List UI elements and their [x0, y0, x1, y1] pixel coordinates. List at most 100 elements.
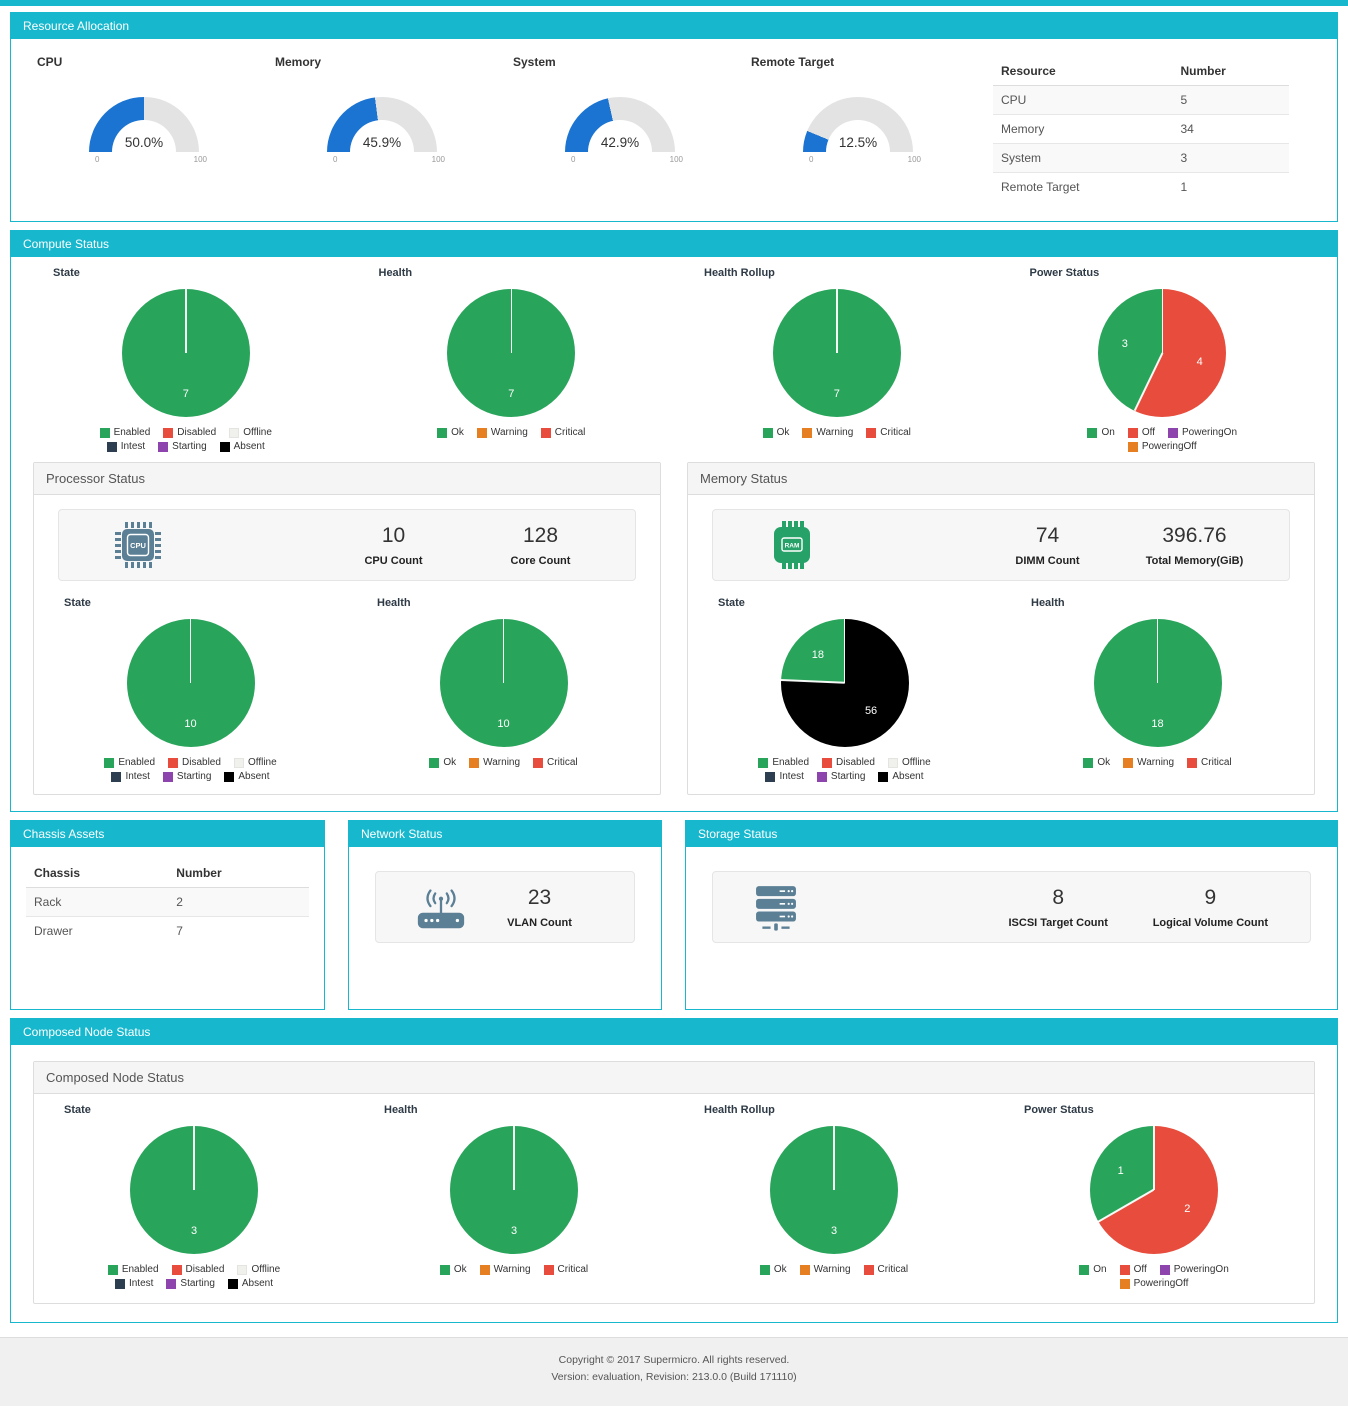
legend-item-starting[interactable]: Starting: [162, 771, 211, 782]
legend-item-critical[interactable]: Critical: [866, 427, 911, 438]
legend-swatch: [224, 771, 235, 782]
legend-swatch: [479, 1264, 490, 1275]
pie-chart-title: State: [64, 1104, 91, 1116]
legend-label: Critical: [557, 1264, 589, 1275]
legend-item-ok[interactable]: Ok: [762, 427, 789, 438]
pie-chart[interactable]: 7: [772, 289, 901, 417]
legend-item-warning[interactable]: Warning: [476, 427, 528, 438]
legend-label: Off: [1141, 427, 1155, 438]
pie-chart[interactable]: 3: [450, 1126, 578, 1254]
legend-label: Critical: [1201, 757, 1232, 768]
pie-chart-title: State: [53, 267, 80, 279]
legend-item-critical[interactable]: Critical: [533, 757, 578, 768]
gauge-chart[interactable]: 45.9% 0 100: [317, 97, 447, 207]
stat-block: 10 CPU Count: [341, 524, 446, 567]
legend-item-disabled[interactable]: Disabled: [163, 427, 216, 438]
legend-item-ok[interactable]: Ok: [439, 1264, 467, 1275]
pie-chart[interactable]: 7: [121, 289, 250, 417]
legend-item-enabled[interactable]: Enabled: [107, 1264, 159, 1275]
legend-item-on[interactable]: On: [1079, 1264, 1107, 1275]
table-header-row: Chassis Number: [26, 859, 309, 888]
legend-item-starting[interactable]: Starting: [166, 1278, 215, 1289]
legend-item-offline[interactable]: Offline: [229, 427, 272, 438]
legend-item-disabled[interactable]: Disabled: [822, 757, 875, 768]
legend-item-off[interactable]: Off: [1127, 427, 1155, 438]
stat-value: 9: [1204, 885, 1217, 909]
pie-chart[interactable]: 10: [439, 619, 568, 747]
legend-item-starting[interactable]: Starting: [816, 771, 865, 782]
legend-label: Enabled: [772, 757, 810, 768]
stat-block: 396.76 Total Memory(GiB): [1142, 524, 1247, 567]
gauge-hole: [588, 120, 652, 184]
assets-row: Chassis Assets Chassis Number Rack 2 Drawer 7…: [10, 820, 1338, 1018]
legend-item-ok[interactable]: Ok: [759, 1264, 787, 1275]
legend-item-offline[interactable]: Offline: [233, 757, 277, 768]
legend-item-poweringoff[interactable]: PoweringOff: [1119, 1278, 1188, 1289]
legend-item-intest[interactable]: Intest: [111, 771, 150, 782]
chassis-table-wrap: Chassis Number Rack 2 Drawer 7: [26, 859, 309, 945]
pie-chart-column: State 3 Enabled Disabled Offline Intest Starti…: [34, 1102, 354, 1289]
legend-item-ok[interactable]: Ok: [429, 757, 456, 768]
legend-swatch: [1079, 1264, 1090, 1275]
legend-item-warning[interactable]: Warning: [799, 1264, 851, 1275]
legend-swatch: [166, 1278, 177, 1289]
legend-item-intest[interactable]: Intest: [765, 771, 804, 782]
legend-item-critical[interactable]: Critical: [1187, 757, 1232, 768]
pie-chart[interactable]: 7: [447, 289, 576, 417]
legend-label: Off: [1133, 1264, 1147, 1275]
legend-item-intest[interactable]: Intest: [114, 1278, 153, 1289]
pie-chart-column: Health 3 Ok Warning Critical: [354, 1102, 674, 1289]
legend-item-critical[interactable]: Critical: [540, 427, 585, 438]
pie-chart[interactable]: 3: [770, 1126, 898, 1254]
legend-swatch: [229, 427, 240, 438]
legend-item-offline[interactable]: Offline: [887, 757, 931, 768]
legend-item-critical[interactable]: Critical: [543, 1264, 589, 1275]
pie-slice-divider: [1133, 352, 1163, 411]
legend-item-warning[interactable]: Warning: [479, 1264, 531, 1275]
gauge-chart[interactable]: 42.9% 0 100: [555, 97, 685, 207]
pie-chart[interactable]: 10: [126, 619, 255, 747]
pie-chart-column: State 7 Enabled Disabled Offline Intest Starti…: [23, 265, 349, 452]
legend-item-offline[interactable]: Offline: [237, 1264, 280, 1275]
gauge-value: 50.0%: [124, 135, 164, 150]
storage-status-panel: Storage Status: [685, 820, 1338, 1010]
legend-item-warning[interactable]: Warning: [1123, 757, 1174, 768]
legend-item-critical[interactable]: Critical: [863, 1264, 908, 1275]
legend-item-absent[interactable]: Absent: [878, 771, 924, 782]
legend-label: Enabled: [113, 427, 151, 438]
pie-legend: Enabled Disabled Offline Intest Starting Abse…: [23, 427, 349, 452]
legend-row: Enabled Disabled Offline: [107, 1264, 280, 1275]
legend-swatch: [887, 757, 898, 768]
legend-item-poweringon[interactable]: PoweringOn: [1167, 427, 1237, 438]
legend-item-absent[interactable]: Absent: [224, 771, 270, 782]
legend-item-absent[interactable]: Absent: [227, 1278, 273, 1289]
legend-item-on[interactable]: On: [1087, 427, 1115, 438]
legend-item-ok[interactable]: Ok: [1083, 757, 1110, 768]
pie-chart[interactable]: 56 18: [780, 619, 909, 747]
legend-item-disabled[interactable]: Disabled: [171, 1264, 224, 1275]
legend-row: Ok Warning Critical: [439, 1264, 589, 1275]
pie-chart[interactable]: 3: [130, 1126, 258, 1254]
legend-item-enabled[interactable]: Enabled: [99, 427, 151, 438]
legend-item-off[interactable]: Off: [1119, 1264, 1147, 1275]
legend-item-warning[interactable]: Warning: [469, 757, 520, 768]
legend-item-intest[interactable]: Intest: [106, 441, 145, 452]
legend-item-enabled[interactable]: Enabled: [758, 757, 809, 768]
legend-item-ok[interactable]: Ok: [437, 427, 464, 438]
gauge-chart[interactable]: 50.0% 0 100: [79, 97, 209, 207]
pie-chart[interactable]: 18: [1093, 619, 1222, 747]
legend-item-enabled[interactable]: Enabled: [104, 757, 155, 768]
gauge-max-label: 100: [193, 155, 207, 164]
compute-status-title: Compute Status: [11, 231, 1337, 257]
legend-item-disabled[interactable]: Disabled: [168, 757, 221, 768]
legend-item-warning[interactable]: Warning: [802, 427, 853, 438]
legend-item-absent[interactable]: Absent: [219, 441, 265, 452]
legend-item-starting[interactable]: Starting: [158, 441, 207, 452]
gauge-chart[interactable]: 12.5% 0 100: [793, 97, 923, 207]
page-footer: Copyright © 2017 Supermicro. All rights …: [0, 1337, 1348, 1406]
legend-item-poweringoff[interactable]: PoweringOff: [1127, 441, 1197, 452]
legend-item-poweringon[interactable]: PoweringOn: [1159, 1264, 1229, 1275]
table-row: Remote Target 1: [993, 172, 1289, 201]
